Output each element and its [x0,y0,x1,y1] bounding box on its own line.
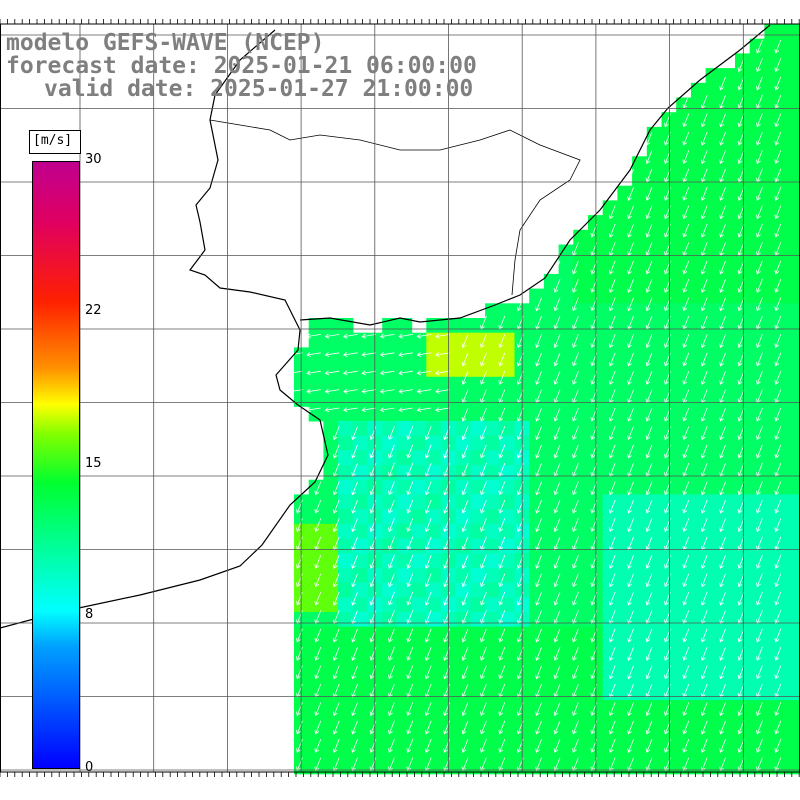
colorbar-tick-22: 22 [85,303,102,318]
colorbar-tick-30: 30 [85,152,102,167]
coastline [0,29,329,629]
valid-date: valid date: 2025-01-27 21:00:00 [44,76,474,102]
colorbar-unit-box [29,130,81,154]
river-plate-coast [299,24,771,326]
colorbar [32,161,80,769]
border-line [209,119,581,296]
model-title: modelo GEFS-WAVE (NCEP) [6,30,325,56]
colorbar-tick-8: 8 [85,607,94,622]
colorbar-unit: [m/s] [33,133,73,148]
colorbar-tick-0: 0 [85,760,94,775]
colorbar-tick-15: 15 [85,456,102,471]
graticule [0,19,800,777]
forecast-date: forecast date: 2025-01-21 06:00:00 [6,53,477,79]
